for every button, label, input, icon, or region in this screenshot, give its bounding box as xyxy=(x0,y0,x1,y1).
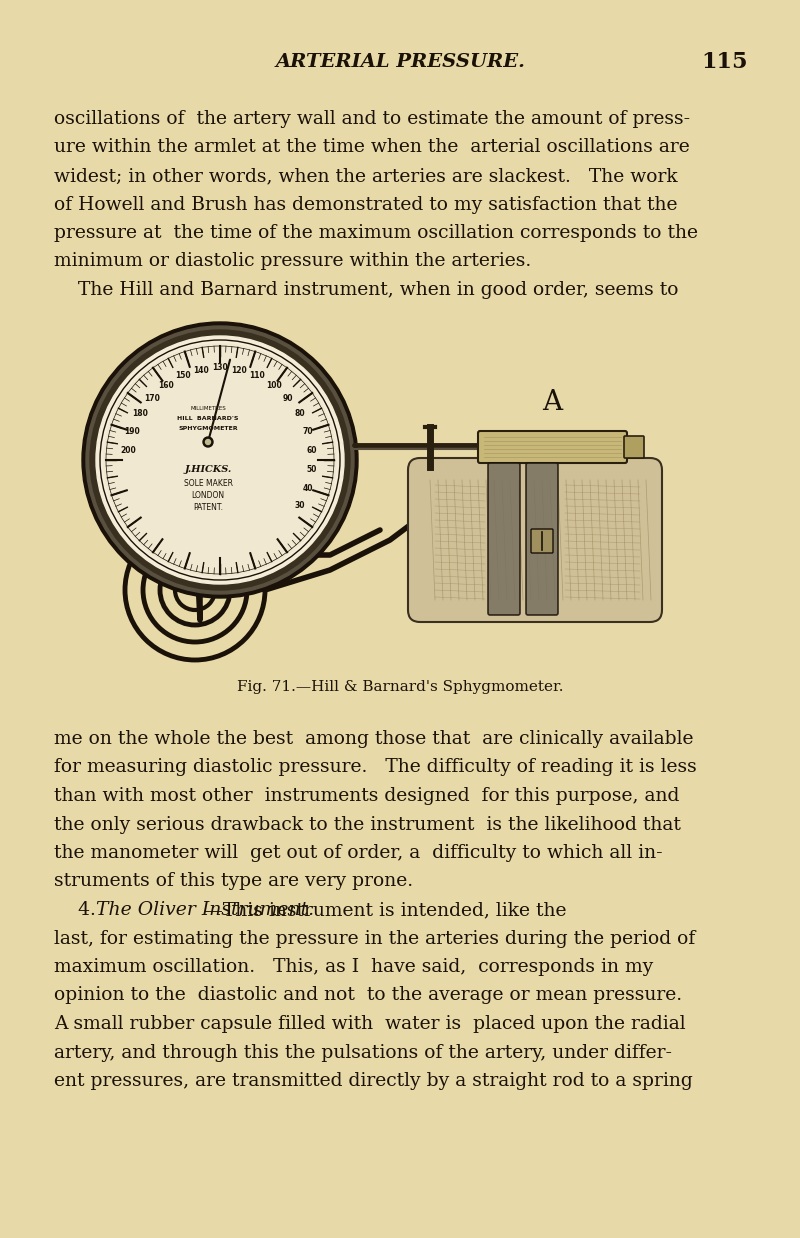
Text: pressure at  the time of the maximum oscillation corresponds to the: pressure at the time of the maximum osci… xyxy=(54,224,698,241)
Text: A: A xyxy=(542,390,562,416)
Text: MILLIMETRES: MILLIMETRES xyxy=(190,406,226,411)
Text: Fig. 71.—Hill & Barnard's Sphygmometer.: Fig. 71.—Hill & Barnard's Sphygmometer. xyxy=(237,680,563,695)
Text: struments of this type are very prone.: struments of this type are very prone. xyxy=(54,873,413,890)
Text: 160: 160 xyxy=(158,381,174,390)
Text: of Howell and Brush has demonstrated to my satisfaction that the: of Howell and Brush has demonstrated to … xyxy=(54,196,678,213)
Text: The Oliver Instrument.: The Oliver Instrument. xyxy=(96,901,314,919)
Text: 50: 50 xyxy=(306,465,317,474)
Text: ent pressures, are transmitted directly by a straight rod to a spring: ent pressures, are transmitted directly … xyxy=(54,1072,693,1089)
Circle shape xyxy=(206,439,210,444)
Text: the manometer will  get out of order, a  difficulty to which all in-: the manometer will get out of order, a d… xyxy=(54,844,662,862)
Circle shape xyxy=(82,322,358,598)
Text: ARTERIAL PRESSURE.: ARTERIAL PRESSURE. xyxy=(275,53,525,71)
FancyBboxPatch shape xyxy=(531,529,553,553)
Circle shape xyxy=(90,331,350,591)
Text: 115: 115 xyxy=(702,51,748,73)
Circle shape xyxy=(86,326,354,594)
Circle shape xyxy=(104,344,336,576)
FancyBboxPatch shape xyxy=(408,458,662,621)
Text: PATENT.: PATENT. xyxy=(193,504,223,513)
Text: 60: 60 xyxy=(306,446,317,454)
Text: for measuring diastolic pressure.   The difficulty of reading it is less: for measuring diastolic pressure. The di… xyxy=(54,759,697,776)
Text: last, for estimating the pressure in the arteries during the period of: last, for estimating the pressure in the… xyxy=(54,930,695,947)
Text: 90: 90 xyxy=(283,394,294,402)
Text: opinion to the  diastolic and not  to the average or mean pressure.: opinion to the diastolic and not to the … xyxy=(54,987,682,1004)
Text: widest; in other words, when the arteries are slackest.   The work: widest; in other words, when the arterie… xyxy=(54,167,678,184)
Text: 170: 170 xyxy=(144,394,159,402)
Text: 70: 70 xyxy=(302,427,313,436)
Text: 30: 30 xyxy=(294,501,305,510)
Text: J.HICKS.: J.HICKS. xyxy=(184,465,232,474)
Text: oscillations of  the artery wall and to estimate the amount of press-: oscillations of the artery wall and to e… xyxy=(54,110,690,128)
Text: The Hill and Barnard instrument, when in good order, seems to: The Hill and Barnard instrument, when in… xyxy=(54,281,678,300)
Text: 150: 150 xyxy=(174,371,190,380)
Circle shape xyxy=(203,437,213,447)
Text: 200: 200 xyxy=(121,446,136,454)
Text: 120: 120 xyxy=(231,365,247,375)
Text: 190: 190 xyxy=(125,427,140,436)
Text: HILL  BARNARD'S: HILL BARNARD'S xyxy=(178,416,238,421)
Text: SOLE MAKER: SOLE MAKER xyxy=(183,479,233,489)
Text: 130: 130 xyxy=(212,364,228,373)
Text: ure within the armlet at the time when the  arterial oscillations are: ure within the armlet at the time when t… xyxy=(54,139,690,156)
Text: LONDON: LONDON xyxy=(191,491,225,500)
Text: artery, and through this the pulsations of the artery, under differ-: artery, and through this the pulsations … xyxy=(54,1044,672,1061)
FancyBboxPatch shape xyxy=(624,436,644,458)
Text: 100: 100 xyxy=(266,381,282,390)
Circle shape xyxy=(96,335,344,584)
Text: maximum oscillation.   This, as I  have said,  corresponds in my: maximum oscillation. This, as I have sai… xyxy=(54,958,654,976)
Text: me on the whole the best  among those that  are clinically available: me on the whole the best among those tha… xyxy=(54,730,694,748)
Text: A small rubber capsule filled with  water is  placed upon the radial: A small rubber capsule filled with water… xyxy=(54,1015,686,1032)
Text: 140: 140 xyxy=(193,365,209,375)
FancyBboxPatch shape xyxy=(488,463,520,615)
Text: 40: 40 xyxy=(302,484,313,493)
Text: than with most other  instruments designed  for this purpose, and: than with most other instruments designe… xyxy=(54,787,679,805)
Text: SPHYGMOMETER: SPHYGMOMETER xyxy=(178,426,238,431)
Text: 4.: 4. xyxy=(54,901,108,919)
Text: 80: 80 xyxy=(294,410,305,418)
Text: —This instrument is intended, like the: —This instrument is intended, like the xyxy=(204,901,566,919)
Text: minimum or diastolic pressure within the arteries.: minimum or diastolic pressure within the… xyxy=(54,253,531,270)
FancyBboxPatch shape xyxy=(526,463,558,615)
Text: 180: 180 xyxy=(132,410,148,418)
FancyBboxPatch shape xyxy=(478,431,627,463)
Text: the only serious drawback to the instrument  is the likelihood that: the only serious drawback to the instrum… xyxy=(54,816,681,833)
Text: 110: 110 xyxy=(250,371,266,380)
